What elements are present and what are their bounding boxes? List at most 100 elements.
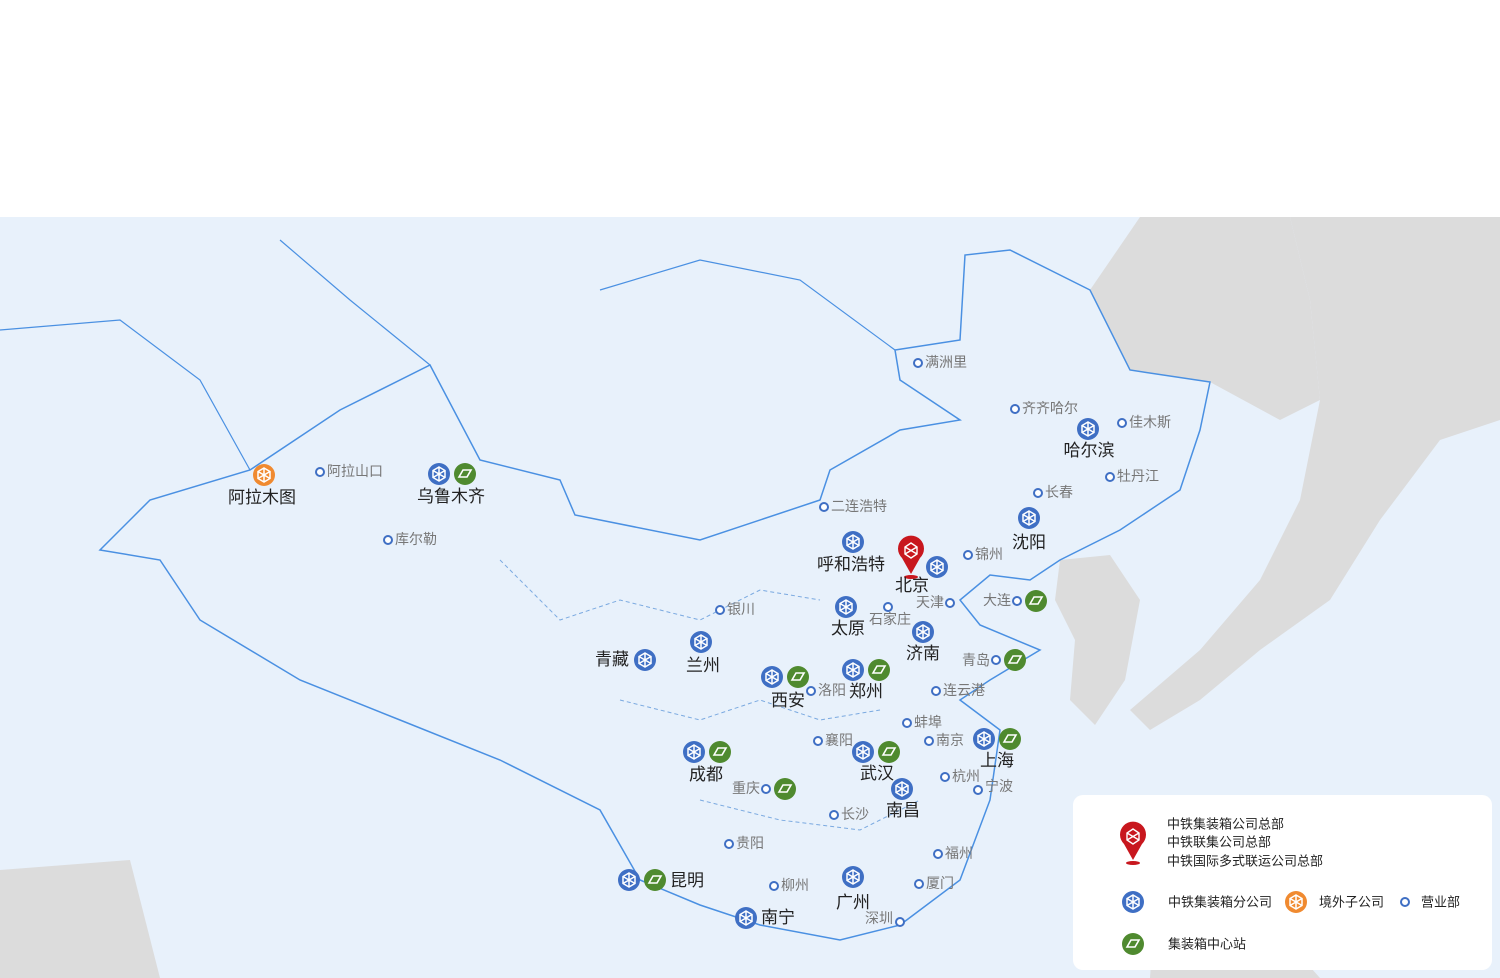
icon-circle (774, 778, 796, 800)
office-dot (383, 535, 393, 545)
office-label: 库尔勒 (395, 532, 437, 548)
branch-label: 沈阳 (1012, 533, 1046, 553)
branch-icon (852, 741, 874, 763)
land-southwest (0, 860, 160, 978)
branch-label: 南宁 (761, 908, 795, 928)
branch-icon (761, 666, 783, 688)
branch-icon (912, 621, 934, 643)
office-label: 牡丹江 (1117, 469, 1159, 485)
icon-circle (644, 869, 666, 891)
hq-symbol (1126, 828, 1140, 845)
branch-label: 西安 (771, 691, 805, 711)
icon-symbol (846, 869, 860, 885)
hq-pin (898, 535, 924, 574)
office-label: 齐齐哈尔 (1022, 401, 1078, 417)
land-japan (1130, 217, 1500, 730)
branch-icon (690, 631, 712, 653)
office-dot (769, 881, 779, 891)
icon-circle (868, 659, 890, 681)
branch-label: 北京 (895, 576, 929, 596)
icon-circle (787, 666, 809, 688)
icon-symbol (881, 747, 897, 756)
station-icon (709, 741, 731, 763)
office-label: 深圳 (865, 911, 893, 927)
icon-circle (1122, 933, 1144, 955)
icon-symbol (846, 534, 860, 550)
office-dot (715, 605, 725, 615)
office-label: 满洲里 (925, 355, 967, 371)
office-dot (945, 598, 955, 608)
branch-icon (683, 741, 705, 763)
land-russia (1090, 217, 1320, 420)
icon-circle (878, 741, 900, 763)
station-icon (1025, 590, 1047, 612)
office-dot (940, 772, 950, 782)
office-dot (819, 502, 829, 512)
office-label: 大连 (983, 593, 1011, 609)
branch-label: 广州 (836, 893, 870, 913)
icon-symbol (1125, 939, 1141, 948)
icon-circle (1025, 590, 1047, 612)
branch-icon (634, 649, 656, 671)
overseas-label: 阿拉木图 (228, 488, 296, 508)
office-label: 银川 (727, 602, 755, 618)
icon-symbol (1007, 655, 1023, 664)
icon-symbol (856, 744, 870, 760)
office-label: 贵阳 (736, 836, 764, 852)
station-icon (644, 869, 666, 891)
branch-icon (842, 866, 864, 888)
office-dot (829, 810, 839, 820)
legend-station-label: 集装箱中心站 (1168, 937, 1246, 953)
branch-icon (1077, 418, 1099, 440)
land-korea (1055, 555, 1140, 725)
overseas-icon (253, 464, 275, 486)
overseas-icon (1285, 891, 1307, 913)
legend-office-label: 营业部 (1421, 896, 1460, 911)
icon-symbol (790, 672, 806, 681)
icon-symbol (1028, 596, 1044, 605)
office-label: 长春 (1045, 485, 1073, 501)
hq-pin-base (904, 575, 918, 579)
branch-icon (842, 659, 864, 681)
icon-symbol (871, 665, 887, 674)
office-dot (913, 358, 923, 368)
office-dot (924, 736, 934, 746)
icon-symbol (930, 559, 944, 575)
icon-symbol (638, 652, 652, 668)
hq-pin-base (1126, 861, 1140, 865)
office-label: 佳木斯 (1129, 415, 1171, 431)
office-label: 杭州 (952, 769, 980, 785)
legend-hq-label: 中铁国际多式联运公司总部 (1167, 854, 1323, 870)
icon-symbol (839, 599, 853, 615)
branch-label: 太原 (831, 619, 865, 639)
office-dot (813, 736, 823, 746)
icon-symbol (687, 744, 701, 760)
office-dot (883, 602, 893, 612)
icon-symbol (916, 624, 930, 640)
office-label: 洛阳 (818, 683, 846, 699)
branch-label: 南昌 (886, 801, 920, 821)
branch-icon (973, 728, 995, 750)
office-label: 锦州 (975, 546, 1003, 563)
branch-icon (428, 463, 450, 485)
office-label: 连云港 (943, 683, 985, 699)
branch-icon (1122, 891, 1144, 913)
station-icon (1122, 933, 1144, 955)
office-dot (806, 686, 816, 696)
icon-symbol (457, 469, 473, 478)
station-icon (787, 666, 809, 688)
neighbor-border (0, 239, 896, 471)
office-dot (895, 917, 905, 927)
branch-label: 呼和浩特 (817, 555, 885, 575)
office-dot (973, 785, 983, 795)
legend-branch-label: 中铁集装箱分公司 (1168, 895, 1272, 911)
branch-label: 哈尔滨 (1064, 441, 1115, 461)
branch-icon (891, 778, 913, 800)
branch-label: 郑州 (849, 682, 883, 702)
office-dot (1117, 418, 1127, 428)
office-dot (914, 879, 924, 889)
branch-icon (835, 596, 857, 618)
icon-symbol (739, 910, 753, 926)
office-label: 二连浩特 (831, 499, 887, 515)
